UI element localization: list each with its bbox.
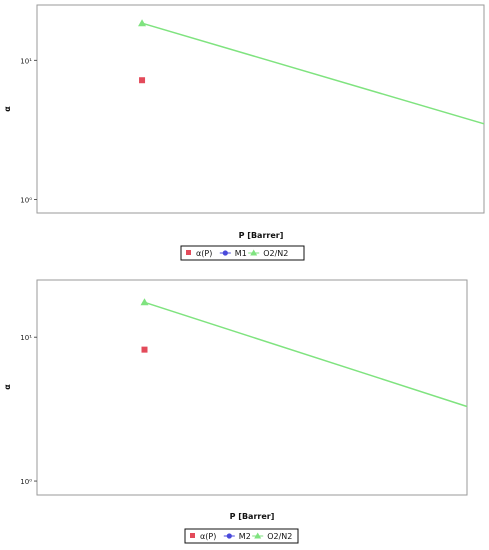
legend-marker-circle [226, 533, 232, 539]
y-tick-label: 10⁰ [20, 478, 32, 486]
chart-1-legend: α(P) M1 O2/N2 [180, 245, 305, 261]
series-line-O2/N2 [141, 22, 485, 125]
series-line-O2/N2 [144, 301, 468, 408]
chart-2-plot-area [36, 279, 468, 496]
chart-2-legend-box [184, 528, 299, 544]
legend-marker-square [186, 250, 191, 255]
legend-label: α(P) [200, 532, 216, 541]
series-point-circle [142, 347, 147, 352]
chart-1: α P [Barrer] 10⁰ 10¹ α(P) M1 O2/N2 [3, 4, 485, 261]
chart-2-marks [140, 298, 468, 408]
series-point-square [141, 346, 148, 353]
legend-marker-square [190, 533, 195, 538]
chart-1-y-ticks: 10⁰ 10¹ [20, 57, 37, 205]
y-tick-label: 10¹ [20, 57, 32, 65]
legend-label: M2 [239, 532, 251, 541]
series-point-triangle [138, 19, 147, 27]
chart-2-y-axis-label: α [3, 384, 12, 390]
legend-marker-triangle [254, 532, 262, 539]
chart-1-x-axis-label: P [Barrer] [239, 231, 284, 240]
chart-2-legend-items: α(P) M2 O2/N2 [190, 532, 292, 541]
legend-label: O2/N2 [267, 532, 292, 541]
chart-2-legend: α(P) M2 O2/N2 [184, 528, 299, 544]
legend-marker-triangle [250, 249, 258, 256]
legend-marker-circle [222, 250, 228, 256]
series-point-circle [140, 78, 145, 83]
chart-1-legend-items: α(P) M1 O2/N2 [186, 249, 288, 258]
y-tick-label: 10¹ [20, 334, 32, 342]
chart-2: α P [Barrer] 10⁰ 10¹ α(P) M2 O2/N2 [3, 279, 468, 544]
legend-label: M1 [235, 249, 247, 258]
chart-2-y-ticks: 10⁰ 10¹ [20, 334, 37, 486]
chart-1-marks [138, 19, 485, 125]
y-tick-label: 10⁰ [20, 197, 32, 205]
legend-label: α(P) [196, 249, 212, 258]
chart-1-plot-area [36, 4, 485, 214]
chart-1-legend-box [180, 245, 305, 261]
legend-label: O2/N2 [263, 249, 288, 258]
chart-1-y-axis-label: α [3, 106, 12, 112]
series-point-triangle [140, 298, 149, 306]
chart-2-x-axis-label: P [Barrer] [230, 512, 275, 521]
series-point-square [139, 77, 146, 84]
